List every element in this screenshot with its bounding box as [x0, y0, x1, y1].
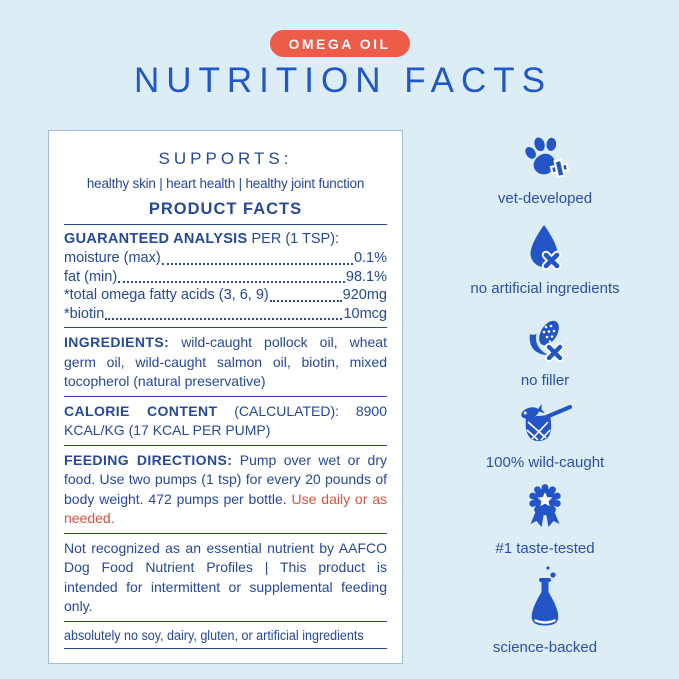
fish-net-icon	[516, 402, 574, 446]
corn-x-icon	[522, 318, 568, 364]
divider	[64, 620, 387, 622]
guaranteed-analysis-heading-bold: GUARANTEED ANALYSIS	[64, 231, 248, 247]
science-flask-icon	[522, 565, 568, 631]
benefit-no-artificial: no artificial ingredients	[470, 224, 620, 297]
guaranteed-analysis-heading-rest: PER (1 TSP):	[247, 231, 340, 247]
analysis-value: 0.1%	[353, 250, 387, 266]
benefit-vet-developed: vet-developed	[498, 134, 592, 207]
dotted-leader	[118, 281, 345, 283]
analysis-label: moisture (max)	[64, 250, 161, 266]
calorie-content-label: CALORIE CONTENT	[64, 402, 218, 419]
supports-benefits-line: healthy skin | heart health | healthy jo…	[86, 176, 365, 191]
supports-heading: SUPPORTS:	[158, 149, 293, 168]
benefit-wild-caught: 100% wild-caught	[486, 402, 604, 471]
nutrition-facts-panel: SUPPORTS: healthy skin | heart health | …	[48, 130, 403, 664]
benefit-label: no filler	[520, 372, 570, 389]
droplet-x-icon	[524, 224, 566, 272]
benefit-no-filler: no filler	[521, 318, 569, 389]
divider	[64, 444, 387, 446]
analysis-row-biotin: *biotin 10mcg	[64, 305, 387, 324]
dotted-leader	[161, 262, 353, 265]
guaranteed-analysis-heading: GUARANTEED ANALYSIS PER (1 TSP):	[64, 230, 387, 249]
ingredients-label: INGREDIENTS:	[64, 334, 170, 350]
aafco-disclaimer: Not recognized as an essential nutrient …	[64, 539, 387, 615]
product-type-badge: OMEGA OIL	[269, 30, 410, 57]
use-daily-warning: Use daily or as needed.	[64, 490, 388, 527]
divider	[64, 532, 387, 534]
benefit-label: no artificial ingredients	[470, 280, 620, 297]
analysis-label: *total omega fatty acids (3, 6, 9)	[64, 287, 269, 303]
analysis-row-fat: fat (min) 98.1%	[64, 268, 387, 287]
page-title: NUTRITION FACTS	[133, 61, 553, 100]
feeding-directions-paragraph: FEEDING DIRECTIONS: Pump over wet or dry…	[64, 451, 387, 529]
analysis-value: 98.1%	[345, 268, 387, 285]
feeding-directions-text: Pump over wet or dry food. Use two pumps…	[64, 451, 388, 507]
benefit-label: #1 taste-tested	[495, 540, 595, 557]
benefit-label: vet-developed	[497, 190, 593, 207]
dotted-leader	[105, 318, 343, 320]
paw-plus-icon	[521, 134, 570, 182]
divider	[64, 327, 387, 328]
benefit-label: science-backed	[492, 639, 598, 656]
analysis-row-omega: *total omega fatty acids (3, 6, 9) 920mg	[64, 286, 387, 305]
award-ribbon-icon	[523, 482, 567, 532]
analysis-label: fat (min)	[64, 268, 118, 285]
divider	[64, 395, 387, 397]
analysis-label: *biotin	[64, 305, 105, 322]
calorie-content-paragraph: CALORIE CONTENT (CALCULATED): 8900 KCAL/…	[64, 402, 387, 441]
dotted-leader	[269, 299, 342, 302]
ingredients-text: wild-caught pollock oil, wheat germ oil,…	[64, 334, 387, 389]
benefits-column: vet-developed no artificial ingredients	[425, 134, 665, 656]
calorie-content-text: (CALCULATED): 8900 KCAL/KG (17 KCAL PER …	[64, 402, 387, 439]
benefit-science-backed: science-backed	[493, 565, 597, 656]
analysis-row-moisture: moisture (max) 0.1%	[64, 249, 387, 268]
analysis-value: 10mcg	[343, 305, 387, 322]
product-facts-heading: PRODUCT FACTS	[148, 200, 303, 218]
feeding-directions-label: FEEDING DIRECTIONS:	[64, 451, 233, 468]
divider	[64, 224, 387, 225]
analysis-value: 920mg	[342, 287, 387, 303]
no-fillers-footnote: absolutely no soy, dairy, gluten, or art…	[64, 627, 364, 643]
benefit-label: 100% wild-caught	[485, 454, 605, 471]
benefit-taste-tested: #1 taste-tested	[495, 482, 595, 557]
divider	[64, 647, 387, 649]
ingredients-paragraph: INGREDIENTS: wild-caught pollock oil, wh…	[64, 333, 387, 392]
